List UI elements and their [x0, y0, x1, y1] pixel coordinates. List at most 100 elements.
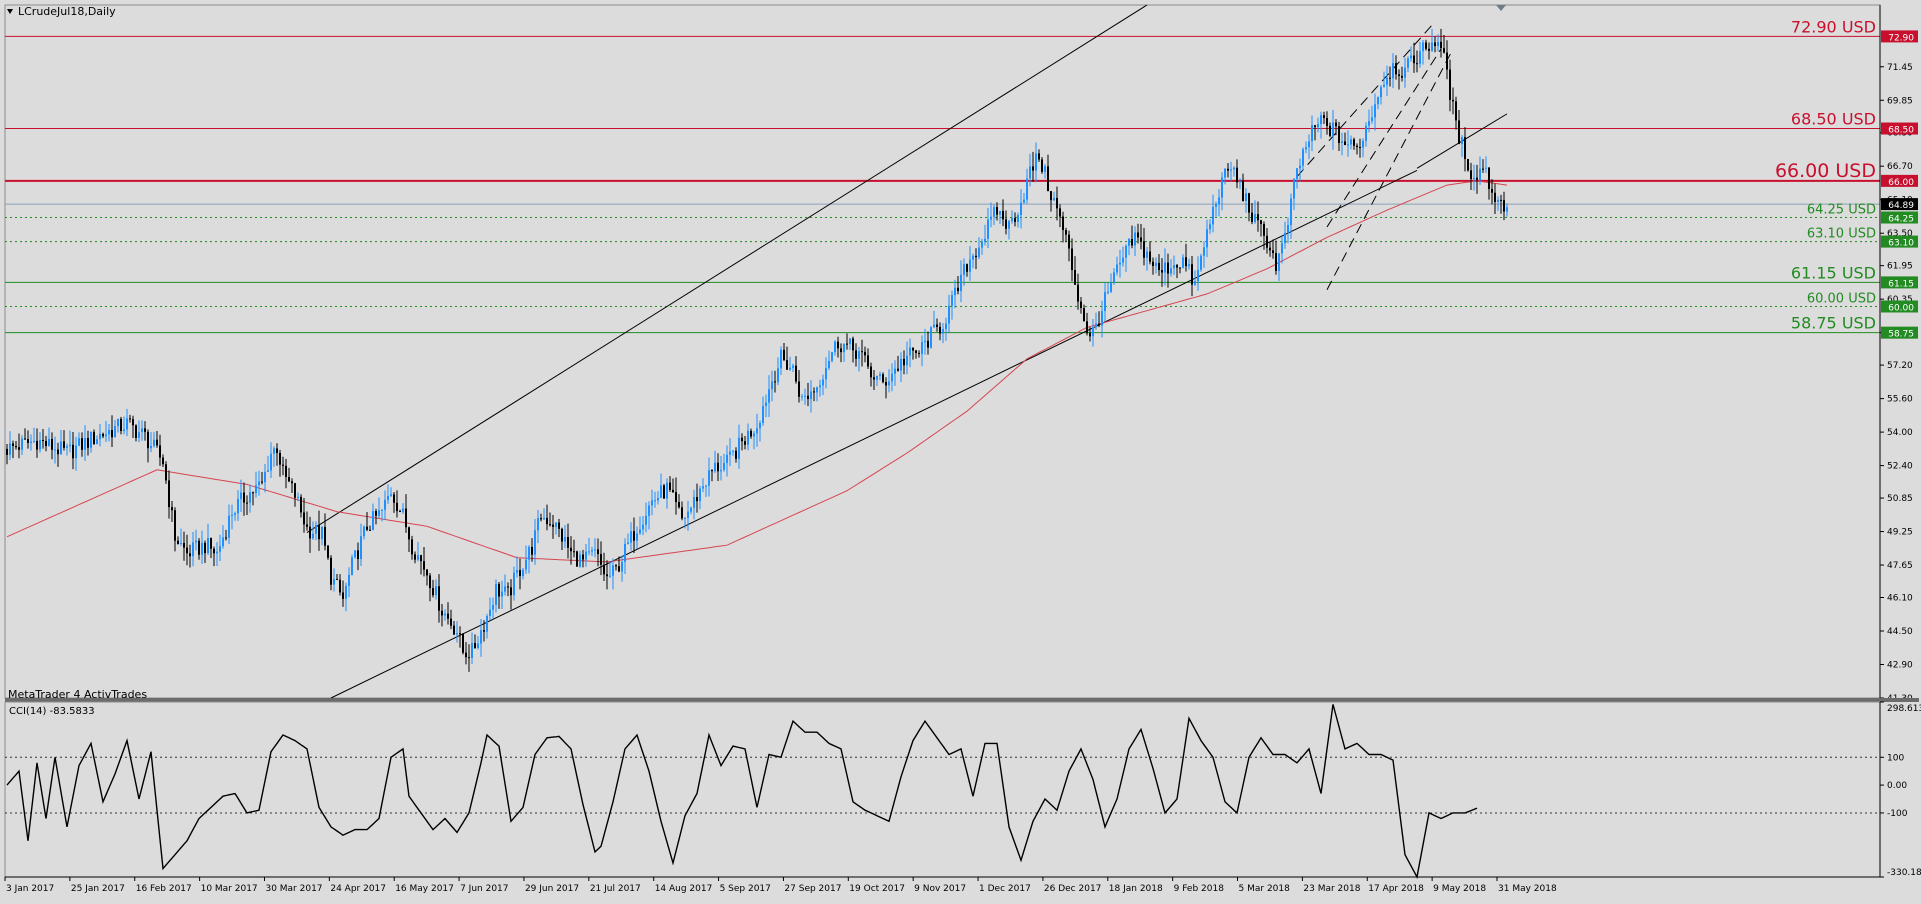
candle-body	[405, 508, 407, 528]
candle-body	[330, 557, 332, 585]
candle-body	[393, 494, 395, 503]
candle-body	[873, 377, 875, 380]
candle-body	[153, 439, 155, 446]
candle-body	[831, 352, 833, 361]
candle-body	[102, 433, 104, 437]
candle-body	[111, 429, 113, 438]
candle-body	[375, 511, 377, 516]
candle-body	[87, 437, 89, 448]
candle-body	[699, 488, 701, 502]
candle-body	[1347, 144, 1349, 146]
candle-body	[345, 585, 347, 599]
price-tick-label: 47.65	[1887, 561, 1913, 571]
candle-body	[1008, 221, 1010, 229]
candle-body	[24, 438, 26, 440]
candle-body	[1293, 178, 1295, 199]
candle-body	[1419, 51, 1421, 64]
candle-body	[1227, 168, 1229, 171]
candle-body	[1005, 219, 1007, 229]
price-level-labels: 72.90 USD 68.50 USD 66.00 USD 64.25 USD 63.1…	[1775, 17, 1876, 332]
candle-body	[354, 550, 356, 558]
candle-body	[840, 348, 842, 353]
candle-body	[1212, 206, 1214, 225]
candle-body	[264, 471, 266, 483]
candle-body	[78, 438, 80, 446]
candle-body	[531, 546, 533, 555]
candle-body	[759, 423, 761, 429]
candle-body	[1383, 84, 1385, 88]
candle-body	[1311, 125, 1313, 142]
candle-body	[1287, 225, 1289, 233]
candle-body	[642, 524, 644, 530]
candle-body	[492, 604, 494, 610]
candle-body	[315, 525, 317, 534]
candle-body	[162, 457, 164, 465]
candle-body	[621, 561, 623, 572]
candle-body	[1260, 220, 1262, 224]
candle-body	[1437, 41, 1439, 47]
time-tick-label: 9 Nov 2017	[914, 884, 966, 894]
candle-body	[882, 374, 884, 383]
candle-body	[93, 431, 95, 445]
candle-body	[930, 327, 932, 348]
cci-line	[6, 704, 1478, 879]
candle-body	[51, 438, 53, 450]
candle-body	[1491, 188, 1493, 193]
candle-body	[477, 643, 479, 648]
candle-body	[777, 368, 779, 383]
candle-body	[1503, 200, 1505, 212]
candle-body	[1395, 63, 1397, 75]
pane-divider[interactable]	[5, 698, 1919, 702]
candle-body	[84, 437, 86, 450]
candle-body	[1449, 69, 1451, 100]
candle-body	[327, 545, 329, 558]
candle-body	[141, 428, 143, 433]
candle-body	[756, 428, 758, 434]
candle-body	[1236, 167, 1238, 183]
candle-body	[522, 569, 524, 577]
candle-body	[1269, 247, 1271, 251]
chart-shift-marker-icon[interactable]	[1496, 5, 1506, 11]
main-plot-area[interactable]: 72.90 USD 68.50 USD 66.00 USD 64.25 USD 63.1…	[4, 4, 1881, 699]
candle-body	[1335, 122, 1337, 127]
time-tick-label: 19 Oct 2017	[849, 884, 905, 894]
candle-body	[501, 591, 503, 597]
candle-body	[1500, 199, 1502, 201]
candle-body	[42, 439, 44, 441]
cci-indicator-pane[interactable]: CCI(14) -83.5833 298.6136 100 0.00 -100 -330…	[4, 701, 1921, 879]
candle-body	[762, 405, 764, 424]
candle-body	[594, 549, 596, 551]
window-menu-icon[interactable]	[7, 9, 13, 14]
candle-body	[1062, 216, 1064, 231]
time-tick-label: 17 Apr 2018	[1368, 884, 1424, 894]
candle-body	[774, 381, 776, 383]
candle-body	[39, 439, 41, 450]
candle-body	[216, 551, 218, 554]
candle-body	[1455, 101, 1457, 121]
candle-body	[651, 500, 653, 506]
candle-body	[468, 657, 470, 659]
candle-body	[789, 367, 791, 370]
candle-body	[1338, 126, 1340, 144]
candle-body	[1170, 268, 1172, 274]
candle-body	[1056, 197, 1058, 209]
candle-body	[465, 652, 467, 658]
candle-body	[285, 465, 287, 477]
candle-body	[1071, 248, 1073, 271]
candle-body	[495, 583, 497, 605]
current-price-tag-text: 64.89	[1888, 201, 1914, 211]
candle-body	[414, 554, 416, 560]
candle-body	[1392, 63, 1394, 79]
candle-body	[297, 496, 299, 498]
price-level-label: 66.00 USD	[1775, 160, 1876, 182]
cci-axis-ticks: 298.6136 100 0.00 -100 -330.181	[1880, 701, 1921, 878]
candle-body	[489, 609, 491, 616]
candle-body	[1308, 141, 1310, 148]
candle-body	[54, 449, 56, 451]
candle-body	[63, 441, 65, 448]
candle-body	[732, 450, 734, 452]
candle-body	[561, 528, 563, 542]
candle-body	[1248, 193, 1250, 213]
